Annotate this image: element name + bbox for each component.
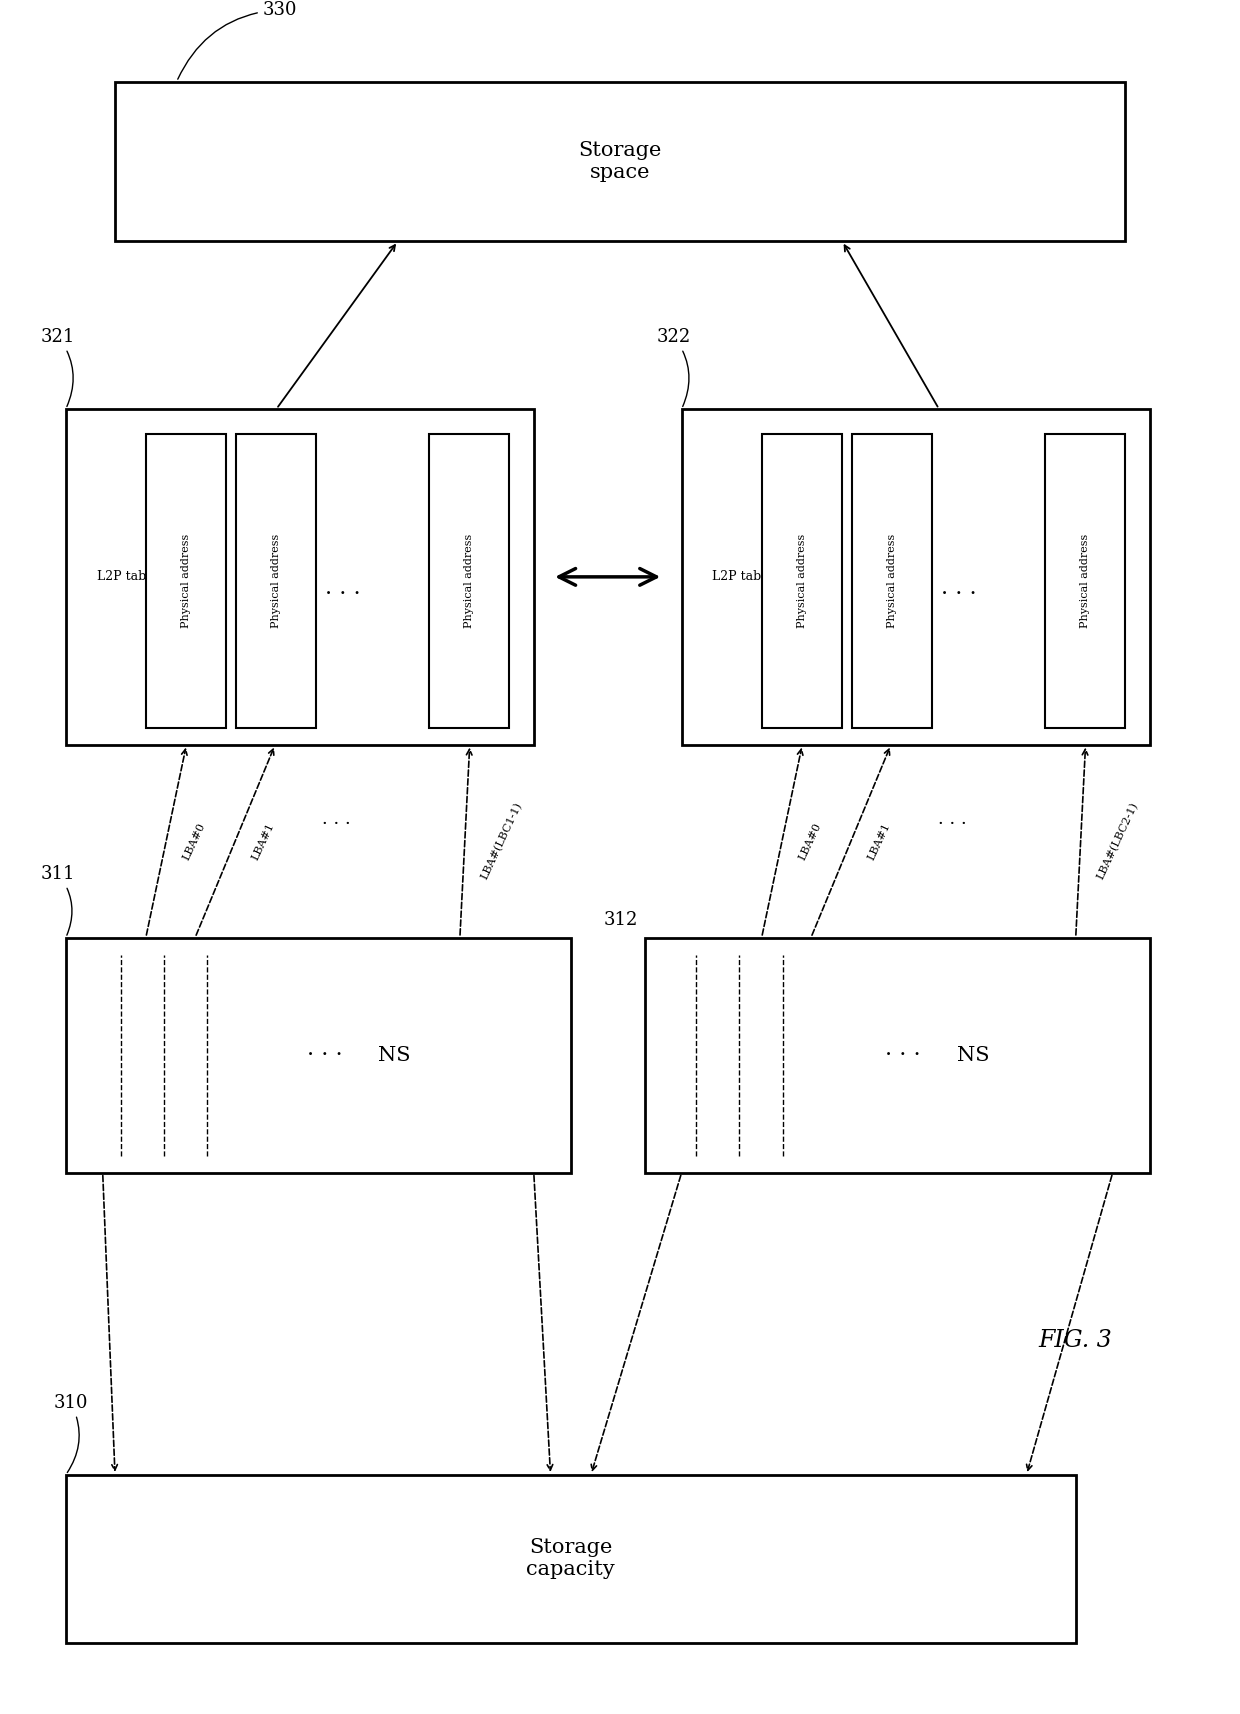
Text: · · ·: · · · [322,816,351,833]
FancyBboxPatch shape [1045,434,1125,728]
Text: Physical address: Physical address [796,535,807,629]
FancyBboxPatch shape [66,938,570,1172]
FancyBboxPatch shape [645,938,1149,1172]
Text: 312: 312 [604,912,639,929]
Text: · · ·: · · · [306,1044,342,1066]
Text: Storage
space: Storage space [578,141,662,182]
FancyBboxPatch shape [761,434,842,728]
Text: FIG. 3: FIG. 3 [1039,1328,1112,1352]
FancyBboxPatch shape [115,82,1125,242]
Text: Physical address: Physical address [1080,535,1090,629]
Text: Physical address: Physical address [887,535,897,629]
Text: 310: 310 [53,1393,88,1472]
Text: · · ·: · · · [939,816,967,833]
Text: LBA#0: LBA#0 [181,821,207,862]
Text: LBA#1: LBA#1 [250,821,275,862]
Text: · · ·: · · · [941,583,977,605]
Text: L2P table: L2P table [97,571,157,583]
Text: Physical address: Physical address [181,535,191,629]
FancyBboxPatch shape [146,434,226,728]
Text: NS: NS [378,1046,410,1064]
Text: · · ·: · · · [885,1044,921,1066]
Text: L2P table: L2P table [712,571,773,583]
Text: LBA#(LBC1-1): LBA#(LBC1-1) [480,800,525,881]
FancyBboxPatch shape [236,434,316,728]
Text: LBA#1: LBA#1 [866,821,892,862]
Text: 311: 311 [41,866,76,936]
Text: 321: 321 [41,327,76,406]
Text: Physical address: Physical address [270,535,280,629]
FancyBboxPatch shape [682,410,1149,744]
FancyBboxPatch shape [852,434,931,728]
FancyBboxPatch shape [66,1474,1076,1642]
Text: 322: 322 [657,327,691,406]
FancyBboxPatch shape [66,410,533,744]
Text: 330: 330 [177,0,298,79]
FancyBboxPatch shape [429,434,510,728]
Text: Physical address: Physical address [464,535,474,629]
Text: · · ·: · · · [325,583,361,605]
Text: Storage
capacity: Storage capacity [526,1537,615,1579]
Text: LBA#(LBC2-1): LBA#(LBC2-1) [1095,800,1141,881]
Text: LBA#0: LBA#0 [797,821,822,862]
Text: NS: NS [956,1046,990,1064]
